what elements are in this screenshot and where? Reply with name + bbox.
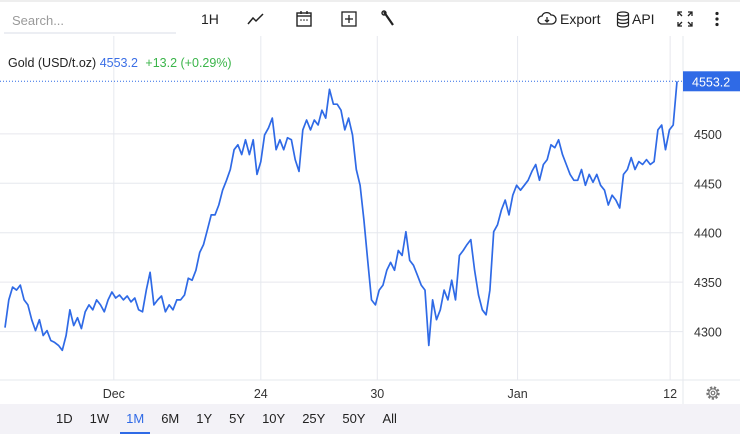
range-1d[interactable]: 1D (56, 411, 73, 426)
cloud-download-icon (537, 11, 557, 25)
x-tick-label: Jan (508, 387, 528, 401)
more-vertical-icon (715, 11, 719, 27)
range-1m[interactable]: 1M (120, 404, 151, 434)
chart-type-button[interactable] (247, 9, 265, 29)
y-tick-label: 4300 (694, 326, 722, 340)
range-selector: 1D 1W 1M 6M 1Y 5Y 10Y 25Y 50Y All (0, 404, 740, 434)
last-price-label: 4553.2 (692, 75, 730, 89)
x-tick-label: Dec (103, 387, 125, 401)
price-series-line (4, 81, 678, 352)
export-label: Export (560, 11, 601, 27)
chart-settings-gear-icon[interactable] (704, 384, 722, 402)
calendar-icon (296, 11, 312, 27)
range-5y[interactable]: 5Y (229, 411, 246, 426)
x-tick-label: 30 (370, 387, 384, 401)
y-tick-label: 4400 (694, 227, 722, 241)
y-tick-label: 4350 (694, 276, 722, 290)
range-50y[interactable]: 50Y (342, 411, 366, 426)
interval-label: 1H (201, 11, 219, 27)
range-10y[interactable]: 10Y (262, 411, 286, 426)
top-border (0, 0, 740, 2)
interval-button[interactable]: 1H (201, 9, 219, 29)
x-tick-label: 12 (663, 387, 677, 401)
last-price-badge (683, 71, 740, 92)
wrench-icon (381, 10, 394, 26)
settings-tools-button[interactable] (381, 9, 397, 29)
instrument-name: Gold (USD/t.oz) (8, 56, 97, 70)
export-button[interactable]: Export (537, 9, 600, 29)
range-6m[interactable]: 6M (161, 411, 180, 426)
y-tick-label: 4450 (694, 177, 722, 191)
range-1w[interactable]: 1W (89, 411, 110, 426)
legend-price: 4553.2 (99, 56, 138, 70)
price-chart[interactable]: 4300 4350 4400 4450 4500 Dec 24 30 Jan 12 4553.2 (0, 36, 740, 404)
add-indicator-button[interactable] (340, 9, 358, 29)
line-chart-icon (247, 13, 264, 25)
search-input[interactable] (4, 8, 176, 34)
range-1y[interactable]: 1Y (196, 411, 213, 426)
range-all[interactable]: All (382, 411, 397, 426)
fullscreen-button[interactable] (677, 9, 693, 29)
api-label: API (632, 11, 655, 27)
api-button[interactable]: API (616, 9, 655, 29)
more-options-button[interactable] (714, 9, 720, 29)
legend-change: +13.2 (+0.29%) (145, 56, 232, 70)
x-tick-label: 24 (254, 387, 268, 401)
add-indicator-icon (341, 11, 357, 27)
database-icon (616, 10, 630, 28)
fullscreen-icon (677, 11, 693, 27)
date-range-button[interactable] (295, 9, 313, 29)
y-tick-label: 4500 (694, 128, 722, 142)
chart-legend: Gold (USD/t.oz) 4553.2 +13.2 (+0.29%) (8, 56, 232, 70)
range-25y[interactable]: 25Y (302, 411, 326, 426)
